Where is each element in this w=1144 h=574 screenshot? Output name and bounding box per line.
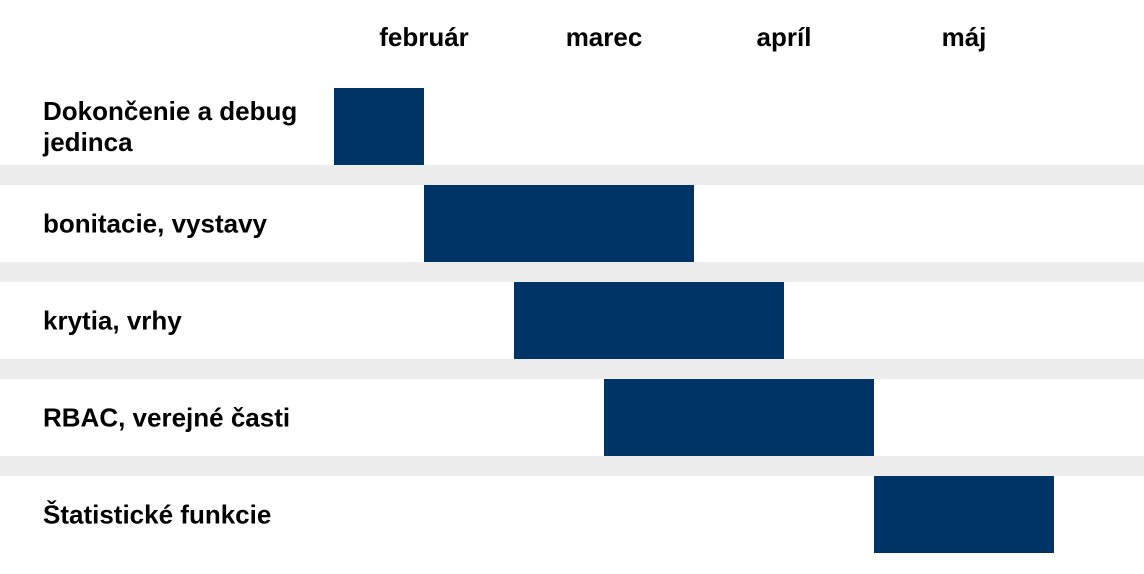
task-labels: Dokončenie a debug jedinca bonitacie, vyst… (42, 96, 297, 530)
task-bar (334, 88, 424, 165)
task-label: RBAC, verejné časti (43, 403, 290, 433)
month-label: máj (942, 22, 987, 52)
task-label-line: RBAC, verejné časti (43, 403, 290, 433)
task-label: Štatistické funkcie (43, 500, 271, 530)
row-separator (0, 359, 1144, 379)
task-label: krytia, vrhy (43, 306, 182, 336)
row-separator (0, 456, 1144, 476)
month-label: marec (566, 22, 643, 52)
row-separator (0, 262, 1144, 282)
task-label: Dokončenie a debug jedinca (42, 96, 297, 157)
task-bar (604, 379, 874, 456)
month-label: apríl (757, 22, 812, 52)
month-label: február (379, 22, 469, 52)
task-bar (514, 282, 784, 359)
task-label: bonitacie, vystavy (43, 209, 268, 239)
task-label-line: Dokončenie a debug (43, 96, 297, 126)
row-separators (0, 165, 1144, 476)
task-bar (874, 476, 1054, 553)
task-bars (334, 88, 1054, 553)
row-separator (0, 165, 1144, 185)
task-label-line: bonitacie, vystavy (43, 209, 268, 239)
task-label-line: jedinca (42, 127, 133, 157)
month-axis: február marec apríl máj (379, 22, 986, 52)
task-label-line: krytia, vrhy (43, 306, 182, 336)
task-bar (424, 185, 694, 262)
task-label-line: Štatistické funkcie (43, 500, 271, 530)
